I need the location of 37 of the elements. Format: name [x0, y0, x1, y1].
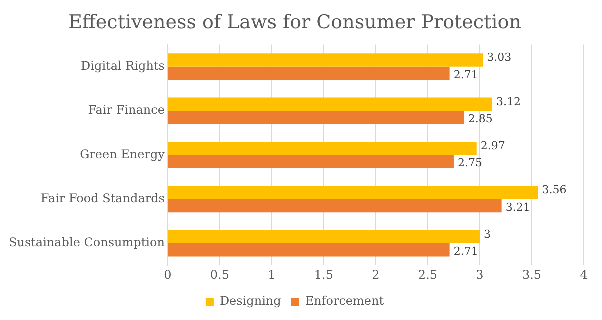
data-label: 3	[484, 228, 491, 241]
bar	[168, 66, 450, 80]
x-tick-label: 3.5	[522, 268, 542, 282]
x-tick-label: 3	[476, 268, 484, 282]
legend-label: Enforcement	[305, 294, 384, 308]
bar	[168, 230, 480, 244]
x-tick-label: 2.5	[418, 268, 438, 282]
data-label: 2.75	[458, 156, 482, 170]
data-label: 3.56	[542, 184, 567, 197]
data-label: 3.21	[506, 200, 530, 214]
x-tick-label: 1	[268, 268, 276, 282]
data-label: 2.71	[454, 68, 478, 82]
data-label: 3.03	[487, 51, 512, 64]
bar	[168, 186, 538, 200]
chart-title: Effectiveness of Laws for Consumer Protection	[68, 11, 522, 34]
bar	[168, 142, 477, 156]
y-tick-label: Green Energy	[80, 147, 166, 162]
x-tick-label: 2	[372, 268, 380, 282]
bar	[168, 244, 450, 257]
data-label: 2.85	[468, 112, 493, 126]
data-label: 2.71	[454, 245, 478, 258]
bar	[168, 111, 464, 124]
x-tick-label: 0	[164, 268, 172, 282]
x-tick-label: 1.5	[314, 268, 334, 282]
bar	[168, 155, 454, 168]
y-tick-label: Fair Finance	[88, 103, 165, 118]
data-label: 3.12	[496, 95, 521, 108]
bar	[168, 98, 492, 112]
bar	[168, 54, 484, 67]
legend-label: Designing	[220, 294, 282, 308]
y-tick-label: Sustainable Consumption	[9, 236, 166, 250]
x-tick-label: 4	[580, 268, 588, 282]
y-tick-label: Fair Food Standards	[40, 191, 165, 206]
y-tick-label: Digital Rights	[81, 59, 165, 74]
bar	[168, 199, 502, 213]
data-label: 2.97	[480, 139, 506, 152]
x-tick-label: 0.5	[210, 268, 230, 282]
